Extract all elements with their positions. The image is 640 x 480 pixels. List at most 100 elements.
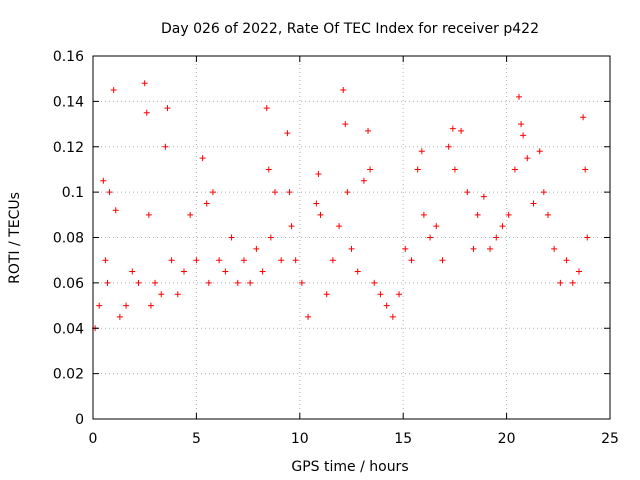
data-point xyxy=(499,223,506,230)
data-point xyxy=(474,211,481,218)
data-points xyxy=(92,80,591,332)
data-point xyxy=(123,302,130,309)
data-point xyxy=(263,105,270,112)
data-point xyxy=(480,193,487,200)
data-point xyxy=(518,121,525,128)
y-tick-label: 0.08 xyxy=(53,231,84,247)
data-point xyxy=(536,148,543,155)
data-point xyxy=(164,105,171,112)
data-point xyxy=(278,257,285,264)
data-point xyxy=(418,148,425,155)
y-tick-label: 0 xyxy=(75,412,84,428)
x-tick-label: 15 xyxy=(394,431,412,447)
data-point xyxy=(580,114,587,121)
data-point xyxy=(265,166,272,173)
data-point xyxy=(135,279,142,286)
data-point xyxy=(147,302,154,309)
data-point xyxy=(569,279,576,286)
data-point xyxy=(205,279,212,286)
data-point xyxy=(116,313,123,320)
data-point xyxy=(451,166,458,173)
data-point xyxy=(145,211,152,218)
y-tick-label: 0.16 xyxy=(53,49,84,65)
data-point xyxy=(464,189,471,196)
data-point xyxy=(420,211,427,218)
data-point xyxy=(367,166,374,173)
x-tick-label: 5 xyxy=(192,431,201,447)
data-point xyxy=(414,166,421,173)
data-point xyxy=(247,279,254,286)
data-point xyxy=(348,245,355,252)
data-point xyxy=(458,127,465,134)
data-point xyxy=(530,200,537,207)
data-point xyxy=(305,313,312,320)
data-point xyxy=(389,313,396,320)
data-point xyxy=(216,257,223,264)
data-point xyxy=(104,279,111,286)
data-point xyxy=(110,87,117,94)
data-point xyxy=(228,234,235,241)
data-point xyxy=(203,200,210,207)
data-point xyxy=(106,189,113,196)
data-point xyxy=(152,279,159,286)
grid xyxy=(93,56,610,419)
data-point xyxy=(234,279,241,286)
data-point xyxy=(396,291,403,298)
data-point xyxy=(253,245,260,252)
data-point xyxy=(336,223,343,230)
data-point xyxy=(360,177,367,184)
data-point xyxy=(100,177,107,184)
data-point xyxy=(271,189,278,196)
data-point xyxy=(516,93,523,100)
data-point xyxy=(162,143,169,150)
y-tick-label: 0.14 xyxy=(53,94,84,110)
data-point xyxy=(563,257,570,264)
data-point xyxy=(383,302,390,309)
data-point xyxy=(524,155,531,162)
data-point xyxy=(582,166,589,173)
data-point xyxy=(284,130,291,137)
data-point xyxy=(487,245,494,252)
data-point xyxy=(209,189,216,196)
data-point xyxy=(168,257,175,264)
data-point xyxy=(323,291,330,298)
data-point xyxy=(329,257,336,264)
data-point xyxy=(344,189,351,196)
data-point xyxy=(511,166,518,173)
data-point xyxy=(141,80,148,87)
data-point xyxy=(505,211,512,218)
data-point xyxy=(317,211,324,218)
data-point xyxy=(445,143,452,150)
data-point xyxy=(433,223,440,230)
data-point xyxy=(365,127,372,134)
data-point xyxy=(439,257,446,264)
y-tick-label: 0.06 xyxy=(53,276,84,292)
data-point xyxy=(313,200,320,207)
data-point xyxy=(315,170,322,177)
y-tick-label: 0.02 xyxy=(53,367,84,383)
data-point xyxy=(187,211,194,218)
data-point xyxy=(540,189,547,196)
data-point xyxy=(427,234,434,241)
data-point xyxy=(240,257,247,264)
y-tick-label: 0.04 xyxy=(53,321,84,337)
data-point xyxy=(377,291,384,298)
data-point xyxy=(544,211,551,218)
data-point xyxy=(575,268,582,275)
data-point xyxy=(520,132,527,139)
data-point xyxy=(180,268,187,275)
data-point xyxy=(557,279,564,286)
data-point xyxy=(402,245,409,252)
data-point xyxy=(449,125,456,132)
chart-title: Day 026 of 2022, Rate Of TEC Index for r… xyxy=(161,21,539,37)
data-point xyxy=(584,234,591,241)
data-point xyxy=(342,121,349,128)
x-tick-label: 20 xyxy=(498,431,516,447)
x-axis-label: GPS time / hours xyxy=(291,459,408,475)
data-point xyxy=(158,291,165,298)
data-point xyxy=(298,279,305,286)
data-point xyxy=(222,268,229,275)
axis-ticks: 0 5 10 15 20 25 0 0.02 0.04 0.06 0.08 0.1 0.12 0.14 0.… xyxy=(53,49,619,447)
y-tick-label: 0.12 xyxy=(53,140,84,156)
